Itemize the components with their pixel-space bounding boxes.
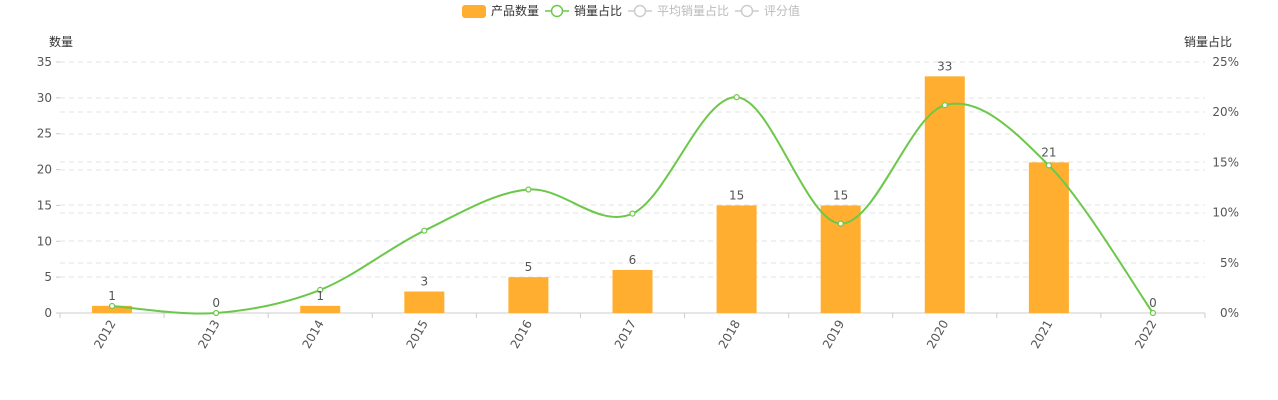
line-series [108, 94, 1157, 317]
x-tick-label: 2014 [299, 318, 326, 351]
bar-value-label: 3 [420, 274, 428, 288]
y-left-tick-label: 35 [37, 55, 52, 69]
legend-circle-icon [550, 4, 564, 18]
y-left-tick-label: 0 [44, 306, 52, 320]
bar [924, 76, 965, 313]
bar-series [92, 76, 1069, 313]
legend-item[interactable]: 销量占比 [545, 3, 622, 18]
bar-value-label: 5 [525, 260, 533, 274]
bar-value-label: 1 [316, 289, 324, 303]
x-tick-label: 2013 [195, 318, 222, 351]
y-left-tick-label: 20 [37, 163, 52, 177]
x-tick-label: 2020 [924, 318, 951, 351]
bar-value-label: 15 [729, 188, 744, 202]
line-point [213, 309, 220, 317]
legend-item[interactable]: 平均销量占比 [628, 3, 729, 18]
legend-label: 评分值 [764, 3, 800, 18]
bar-value-label: 6 [629, 253, 637, 267]
y-right-tick-label: 5% [1220, 256, 1239, 270]
legend-circle-icon [633, 4, 647, 18]
line-point [941, 102, 948, 109]
y-right-tick-label: 20% [1212, 105, 1239, 119]
y-right-tick-label: 0% [1220, 306, 1239, 320]
line-point [317, 286, 324, 294]
x-tick-label: 2021 [1028, 318, 1055, 351]
x-tick-label: 2017 [612, 318, 639, 351]
left-axis-title: 数量 [49, 34, 73, 49]
bar [716, 205, 757, 313]
bar [508, 277, 549, 313]
x-tick-label: 2012 [91, 318, 118, 351]
line-point [421, 227, 428, 234]
line-path [111, 96, 1154, 315]
line-point [733, 94, 740, 101]
bar [300, 305, 341, 313]
legend-circle-icon [740, 4, 754, 18]
legend-bar-icon [462, 5, 486, 18]
legend-label: 销量占比 [574, 3, 622, 18]
line-point [629, 210, 636, 217]
grid [60, 61, 1205, 278]
y-left-tick-label: 25 [37, 127, 52, 141]
y-right-tick-label: 15% [1212, 155, 1239, 169]
line-point [837, 220, 844, 227]
legend-label: 产品数量 [491, 3, 539, 18]
bar [1028, 162, 1069, 313]
bar-value-label: 0 [212, 296, 220, 310]
bar-value-label: 21 [1041, 145, 1056, 159]
legend: 产品数量 销量占比 平均销量占比 评分值 [462, 3, 800, 18]
bar [612, 269, 653, 313]
line-point [525, 186, 532, 193]
bar [404, 291, 445, 313]
y-left-tick-label: 5 [44, 270, 52, 284]
y-right-tick-label: 25% [1212, 55, 1239, 69]
x-tick-label: 2018 [716, 318, 743, 351]
bar [92, 305, 133, 313]
y-left-tick-label: 15 [37, 198, 52, 212]
legend-label: 平均销量占比 [657, 3, 729, 18]
legend-item[interactable]: 评分值 [735, 3, 800, 18]
bar-value-label: 0 [1149, 296, 1157, 310]
x-tick-label: 2019 [820, 318, 847, 351]
bar-value-label: 15 [833, 188, 848, 202]
data-labels: 1 0 1 3 5 6 15 15 33 21 0 [108, 59, 1157, 310]
legend-item[interactable]: 产品数量 [462, 3, 539, 18]
x-tick-label: 2015 [404, 318, 431, 351]
line-point [1149, 309, 1157, 317]
y-right-tick-label: 10% [1212, 206, 1239, 220]
right-axis-title: 销量占比 [1184, 34, 1232, 49]
line-point [1045, 162, 1052, 169]
bar-value-label: 1 [108, 289, 116, 303]
x-tick-label: 2022 [1132, 318, 1159, 351]
x-tick-label: 2016 [508, 318, 535, 351]
y-left-tick-label: 30 [37, 91, 52, 105]
y-left-tick-label: 10 [37, 234, 52, 248]
line-point [108, 302, 116, 310]
bar-value-label: 33 [937, 59, 952, 73]
